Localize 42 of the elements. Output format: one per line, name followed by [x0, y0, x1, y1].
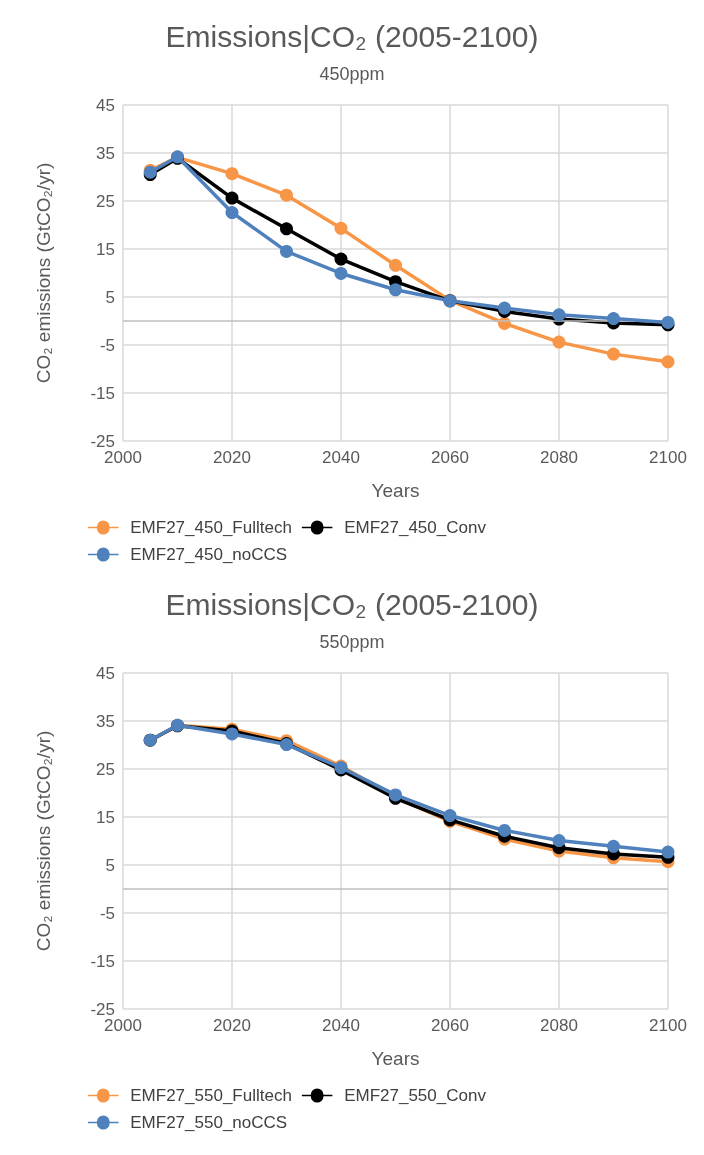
- y-tick-label: 25: [96, 759, 115, 779]
- y-tick-label: 45: [96, 95, 115, 115]
- chart-title: Emissions|CO₂ (2005-2100): [165, 19, 539, 53]
- x-tick-label: 2000: [104, 448, 142, 467]
- legend-label: EMF27_550_Conv: [344, 1086, 487, 1105]
- y-tick-label: 15: [96, 807, 115, 827]
- y-tick-label: 15: [96, 239, 115, 259]
- x-tick-label: 2040: [322, 1016, 360, 1035]
- x-tick-label: 2020: [213, 1016, 251, 1035]
- x-tick-label: 2000: [104, 1016, 142, 1035]
- chart-subtitle: 550ppm: [319, 632, 385, 652]
- x-tick-label: 2080: [540, 448, 578, 467]
- y-axis-title: CO₂ emissions (GtCO₂/yr): [33, 162, 54, 384]
- y-tick-label: 45: [96, 663, 115, 683]
- legend-label: EMF27_550_noCCS: [130, 1113, 288, 1132]
- y-tick-label: 35: [96, 711, 115, 731]
- y-axis-title: CO₂ emissions (GtCO₂/yr): [33, 730, 54, 952]
- x-tick-label: 2040: [322, 448, 360, 467]
- x-tick-label: 2060: [431, 1016, 469, 1035]
- legend-label: EMF27_450_noCCS: [130, 545, 288, 564]
- y-tick-label: -25: [90, 999, 115, 1019]
- chart-title: Emissions|CO₂ (2005-2100): [165, 587, 539, 621]
- y-tick-label: -25: [90, 431, 115, 451]
- legend-label: EMF27_450_Conv: [344, 518, 487, 537]
- x-tick-label: 2100: [649, 448, 687, 467]
- legend-label: EMF27_550_Fulltech: [130, 1086, 292, 1105]
- y-tick-label: -15: [90, 383, 115, 403]
- x-axis-title: Years: [371, 1048, 420, 1069]
- chart-subtitle: 450ppm: [319, 64, 385, 84]
- y-tick-label: 25: [96, 191, 115, 211]
- y-tick-label: 35: [96, 143, 115, 163]
- x-axis-title: Years: [371, 480, 420, 501]
- x-tick-label: 2020: [213, 448, 251, 467]
- legend-label: EMF27_450_Fulltech: [130, 518, 292, 537]
- x-tick-label: 2100: [649, 1016, 687, 1035]
- x-tick-label: 2060: [431, 448, 469, 467]
- y-tick-label: -5: [99, 335, 115, 355]
- y-tick-label: 5: [105, 855, 115, 875]
- y-tick-label: -5: [99, 903, 115, 923]
- y-tick-label: -15: [90, 951, 115, 971]
- y-tick-label: 5: [105, 287, 115, 307]
- x-tick-label: 2080: [540, 1016, 578, 1035]
